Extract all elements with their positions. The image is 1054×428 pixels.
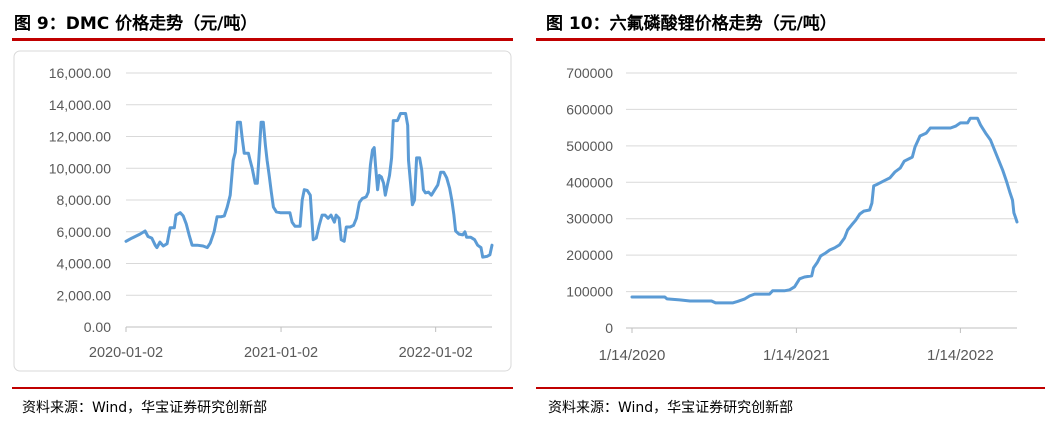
figure-10-title: 图 10：六氟磷酸锂价格走势（元/吨） [546, 14, 837, 34]
y-tick-label: 0 [605, 320, 613, 336]
y-tick-label: 4,000.00 [57, 256, 112, 272]
x-tick-label: 1/14/2021 [763, 347, 830, 364]
x-tick-label: 2020-01-02 [89, 345, 163, 361]
y-tick-label: 8,000.00 [57, 192, 112, 208]
y-tick-label: 700000 [566, 65, 613, 81]
y-tick-label: 400000 [566, 174, 613, 190]
y-tick-label: 600000 [566, 101, 613, 117]
y-tick-label: 500000 [566, 138, 613, 154]
figure-10-source: 资料来源：Wind，华宝证券研究创新部 [548, 400, 794, 416]
y-tick-label: 16,000.00 [49, 65, 111, 81]
figure-9-top-rule [12, 38, 513, 41]
lipf6-price-line [630, 116, 1019, 305]
x-tick-label: 2021-01-02 [244, 345, 318, 361]
x-tick-label: 2022-01-02 [399, 345, 473, 361]
y-tick-label: 14,000.00 [49, 97, 111, 113]
x-tick-label: 1/14/2020 [599, 347, 666, 364]
chart-frame [13, 50, 512, 372]
y-tick-label: 12,000.00 [49, 129, 111, 145]
lipf6-price-chart: 0 100000 200000 300000 400000 500000 600000 700… [566, 65, 1019, 364]
figure-9-bottom-rule [12, 387, 513, 389]
dmc-price-chart: 0.00 2,000.00 4,000.00 6,000.00 8,000.00 10,0… [13, 50, 512, 372]
figure-10-bottom-rule [536, 387, 1045, 389]
figure-9-source: 资料来源：Wind，华宝证券研究创新部 [22, 400, 268, 416]
dmc-price-line [124, 112, 494, 259]
figure-9-title: 图 9：DMC 价格走势（元/吨） [14, 14, 258, 34]
y-tick-label: 100000 [566, 284, 613, 300]
y-tick-label: 2,000.00 [57, 287, 112, 303]
y-tick-label: 10,000.00 [49, 160, 111, 176]
y-tick-label: 200000 [566, 247, 613, 263]
x-tick-label: 1/14/2022 [927, 347, 994, 364]
y-tick-label: 6,000.00 [57, 224, 112, 240]
figure-10-top-rule [536, 38, 1045, 41]
y-tick-label: 300000 [566, 211, 613, 227]
y-tick-label: 0.00 [84, 319, 111, 335]
